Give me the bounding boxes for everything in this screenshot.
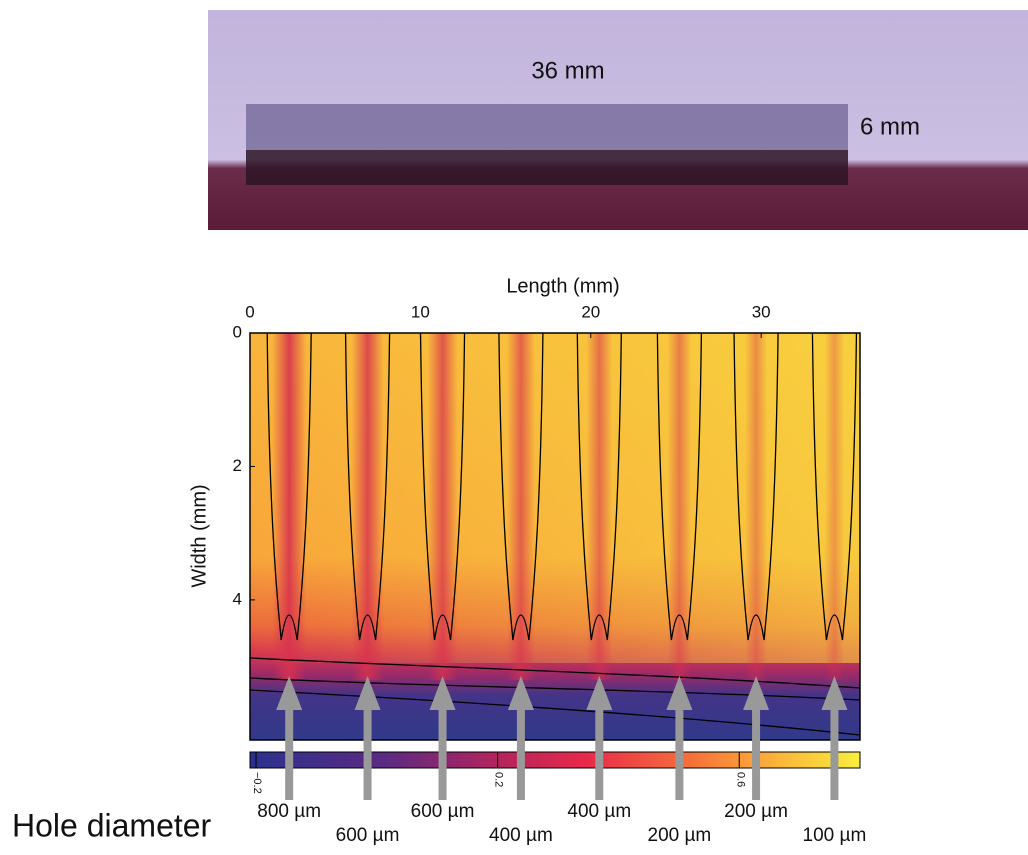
contour xyxy=(250,677,860,701)
y-tick-label: 2 xyxy=(233,456,242,475)
arrow-stem xyxy=(595,705,604,800)
hole-label: 400 µm xyxy=(567,801,631,822)
colorbar-tick-label: 0.2 xyxy=(493,772,505,787)
sample-overlay xyxy=(246,104,848,150)
arrow-head xyxy=(666,676,693,710)
plot-frame xyxy=(249,332,861,741)
hole-stripe xyxy=(586,333,613,680)
hole-label: 200 µm xyxy=(724,801,788,822)
contour xyxy=(811,333,858,641)
y-axis-label: Width (mm) xyxy=(188,484,210,587)
hole-stripe xyxy=(427,333,458,680)
arrow-head xyxy=(743,676,770,710)
arrow-stem xyxy=(516,705,525,800)
hole-label: 600 µm xyxy=(336,825,400,846)
hole-label: 600 µm xyxy=(411,801,475,822)
annotation: Hole diameter xyxy=(12,807,212,843)
colorbar-tick-label: 0.6 xyxy=(734,772,746,787)
arrow-head xyxy=(586,676,613,710)
hole-label: 800 µm xyxy=(257,801,321,822)
arrow-head xyxy=(276,676,303,710)
contour xyxy=(344,333,391,641)
arrow-stem xyxy=(363,705,372,800)
hole-stripe xyxy=(272,333,307,680)
hole-stripe xyxy=(351,333,384,680)
arrow-stem xyxy=(438,705,447,800)
arrow-head xyxy=(354,676,381,710)
contour xyxy=(656,333,703,641)
x-tick-label: 30 xyxy=(752,302,771,321)
heatmap-field xyxy=(250,333,860,663)
arrow-head xyxy=(821,676,848,710)
contour xyxy=(576,333,622,641)
contour xyxy=(250,657,860,689)
arrow-head xyxy=(429,676,456,710)
arrow-stem xyxy=(285,705,294,800)
contour xyxy=(266,333,312,641)
x-axis-label: Length (mm) xyxy=(506,275,619,297)
arrow-stem xyxy=(752,705,761,800)
colorbar-tick-label: −0.2 xyxy=(251,772,263,794)
arrow-stem xyxy=(675,705,684,800)
y-tick-label: 4 xyxy=(233,589,242,608)
contour xyxy=(419,333,466,641)
arrow-stem xyxy=(830,705,839,800)
sample-overlay xyxy=(246,150,848,185)
hole-stripe xyxy=(667,333,692,680)
x-tick-label: 10 xyxy=(411,302,430,321)
hole-label: 100 µm xyxy=(803,825,867,846)
heatmap xyxy=(250,333,860,740)
y-tick-label: 0 xyxy=(233,322,242,341)
photo-width-label: 6 mm xyxy=(860,113,920,140)
arrow-head xyxy=(507,676,534,710)
hole-stripe xyxy=(824,333,845,680)
photo-length-label: 36 mm xyxy=(531,57,604,84)
hole-label: 400 µm xyxy=(489,825,553,846)
contour xyxy=(733,333,779,641)
hole-label: 200 µm xyxy=(648,825,712,846)
x-tick-label: 20 xyxy=(581,302,600,321)
colorbar xyxy=(249,751,861,769)
contour xyxy=(498,333,544,641)
hole-stripe xyxy=(745,333,768,680)
x-tick-label: 0 xyxy=(245,302,254,321)
